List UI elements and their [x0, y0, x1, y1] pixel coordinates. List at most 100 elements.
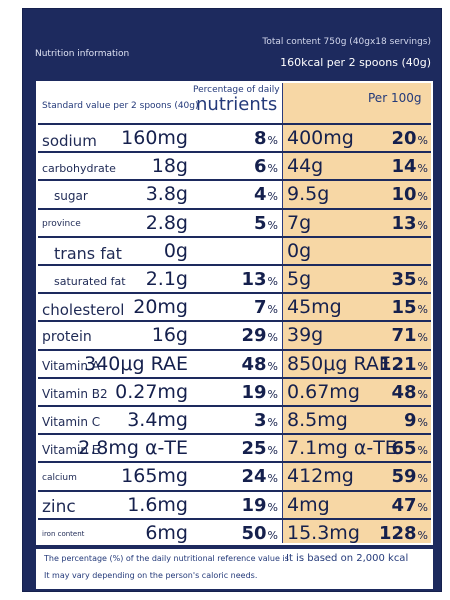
nutrient-name: cholesterol: [42, 300, 125, 319]
label-title: Nutrition information: [35, 49, 130, 59]
daily-percentage-value: 25: [241, 438, 267, 460]
value-per-serving: 1.6mg: [127, 493, 188, 516]
column-divider: [282, 83, 283, 543]
daily-percentage: 24%: [188, 466, 278, 487]
value-per-serving: 340μg RAE: [84, 352, 188, 375]
nutrient-name: sugar: [54, 189, 88, 204]
nutrient-name: Vitamin A: [42, 358, 100, 373]
daily-percentage-value: 4: [254, 184, 267, 206]
percent-sign: %: [417, 275, 428, 288]
daily-percentage-per-100g: 48%: [283, 382, 428, 403]
daily-percentage-per-100g: 35%: [283, 269, 428, 290]
percent-sign: %: [417, 190, 428, 204]
percent-sign: %: [417, 303, 428, 317]
daily-percentage-per-100g: 65%: [283, 438, 428, 459]
daily-percentage-value: 29: [241, 325, 267, 347]
value-per-100g: 412mg: [287, 465, 354, 488]
table-row: protein 16g 29% 39g 71%: [38, 320, 431, 348]
percent-sign: %: [417, 416, 428, 429]
table-row: carbohydrate 18g 6% 44g 14%: [38, 151, 431, 179]
percent-sign: %: [417, 387, 428, 401]
nutrition-table: Standard value per 2 spoons (40g) Percen…: [36, 81, 433, 545]
daily-percentage-per-100g-value: 65: [391, 438, 417, 460]
value-per-serving: 2.8g: [145, 211, 188, 234]
daily-percentage: 7%: [188, 297, 278, 318]
daily-percentage-value: 48: [241, 353, 267, 375]
value-per-serving: 0.27mg: [115, 380, 188, 403]
percentage-header: Percentage of daily: [193, 85, 280, 95]
daily-percentage-per-100g: 13%: [283, 213, 428, 234]
value-per-100g: 15.3mg: [287, 521, 360, 544]
value-per-serving: 2.1g: [145, 268, 188, 290]
daily-percentage-per-100g: 128%: [283, 523, 428, 544]
percent-sign: %: [417, 218, 428, 232]
percent-sign: %: [267, 134, 278, 147]
daily-percentage: 19%: [188, 495, 278, 516]
percent-sign: %: [267, 387, 278, 401]
percent-sign: %: [267, 331, 278, 345]
percent-sign: %: [267, 528, 278, 542]
value-per-100g: 850μg RAE: [287, 352, 391, 375]
daily-percentage-per-100g-value: 71: [391, 325, 417, 347]
percent-sign: %: [267, 275, 278, 288]
table-row: sodium 160mg 8% 400mg 20%: [38, 123, 431, 151]
percent-sign: %: [267, 416, 278, 429]
value-per-serving: 160mg: [121, 127, 188, 149]
value-per-serving: 2.8mg α-TE: [78, 437, 188, 460]
value-per-serving: 20mg: [133, 296, 188, 319]
nutrient-name: Vitamin E: [42, 443, 100, 458]
percent-sign: %: [267, 472, 278, 486]
daily-percentage: 19%: [188, 382, 278, 403]
daily-percentage-per-100g: 121%: [283, 354, 428, 375]
nutrients-header: nutrients: [196, 94, 278, 115]
table-row: Vitamin E 2.8mg α-TE 25% 7.1mg α-TE 65%: [38, 433, 431, 461]
percent-sign: %: [417, 331, 428, 345]
daily-percentage-value: 8: [254, 128, 267, 149]
value-per-serving: 16g: [151, 324, 188, 347]
value-per-100g: 4mg: [287, 493, 330, 516]
nutrient-name: Vitamin B2: [42, 386, 108, 401]
daily-percentage-value: 6: [254, 156, 267, 178]
kcal-basis-note: It is based on 2,000 kcal: [286, 553, 409, 564]
daily-percentage-per-100g-value: 20: [391, 128, 417, 149]
table-row: cholesterol 20mg 7% 45mg 15%: [38, 292, 431, 320]
per100-column: [283, 83, 431, 543]
daily-percentage-per-100g-value: 10: [391, 184, 417, 206]
daily-percentage-per-100g: 20%: [283, 128, 428, 149]
daily-percentage-per-100g-value: 47: [391, 494, 417, 516]
table-row: province 2.8g 5% 7g 13%: [38, 207, 431, 236]
value-per-100g: 9.5g: [287, 183, 330, 206]
daily-percentage: 5%: [188, 213, 278, 234]
table-row: saturated fat 2.1g 13% 5g 35%: [38, 264, 431, 292]
table-row: trans fat 0g 0g: [38, 235, 431, 264]
percent-sign: %: [417, 134, 428, 147]
percent-sign: %: [267, 500, 278, 514]
nutrient-name: carbohydrate: [42, 161, 116, 175]
daily-percentage-per-100g-value: 48: [391, 381, 417, 403]
percent-sign: %: [267, 303, 278, 317]
daily-percentage-value: 3: [254, 410, 267, 431]
percent-sign: %: [417, 472, 428, 486]
daily-percentage-value: 7: [254, 297, 267, 319]
daily-percentage-per-100g-value: 59: [391, 466, 417, 488]
percent-sign: %: [417, 528, 428, 542]
percent-sign: %: [267, 444, 278, 458]
kcal-per-serving: 160kcal per 2 spoons (40g): [280, 56, 431, 69]
nutrition-label: Nutrition information Total content 750g…: [22, 8, 442, 592]
label-header: Nutrition information Total content 750g…: [23, 9, 443, 71]
daily-percentage-value: 50: [241, 522, 267, 544]
value-per-serving: 165mg: [121, 465, 188, 488]
daily-percentage-per-100g-value: 14: [391, 156, 417, 178]
daily-percentage: 6%: [188, 156, 278, 177]
daily-percentage-value: 19: [241, 494, 267, 516]
value-per-100g: 400mg: [287, 127, 354, 149]
value-per-100g: 8.5mg: [287, 409, 348, 431]
label-footer: The percentage (%) of the daily nutritio…: [36, 549, 433, 589]
nutrient-name: Vitamin C: [42, 415, 101, 429]
value-per-100g: 0.67mg: [287, 380, 360, 403]
nutrient-name: protein: [42, 329, 92, 346]
nutrient-name: province: [42, 219, 81, 230]
value-per-100g: 44g: [287, 155, 324, 178]
daily-percentage-value: 24: [241, 466, 267, 488]
table-row: zinc 1.6mg 19% 4mg 47%: [38, 489, 431, 518]
